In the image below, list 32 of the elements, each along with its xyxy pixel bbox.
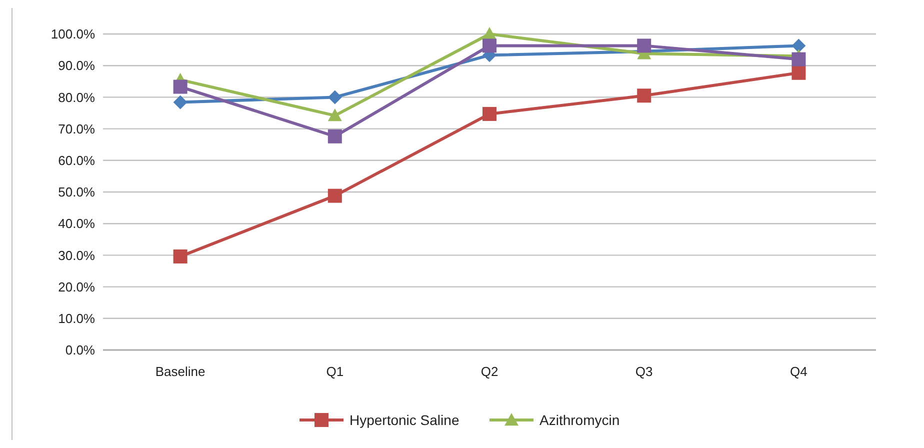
y-tick-label: 70.0% [58,121,96,136]
point [328,188,342,203]
point [482,38,496,53]
point [482,106,496,121]
legend-label: Hypertonic Saline [350,412,460,428]
y-tick-label: 80.0% [58,90,96,105]
x-tick-label: Baseline [155,364,206,379]
y-tick-label: 90.0% [58,58,96,74]
point [792,66,806,80]
point [173,80,188,94]
point [173,95,188,110]
x-tick-label: Q3 [635,364,653,379]
x-tick-label: Q1 [326,364,344,379]
y-tick-label: 40.0% [58,216,96,232]
y-tick-label: 100.0% [50,26,96,42]
y-tick-label: 30.0% [58,248,96,263]
x-tick-label: Q2 [480,364,498,379]
point [328,90,342,104]
y-tick-label: 60.0% [58,152,96,168]
point [792,52,806,66]
y-tick-label: 0.0% [65,342,96,358]
y-tick-label: 10.0% [58,310,96,326]
point [173,249,188,264]
y-tick-label: 20.0% [58,279,96,294]
point [328,108,342,122]
point [637,38,652,53]
point [328,129,342,144]
legend-label: Azithromycin [540,412,620,428]
point [792,38,806,53]
point [637,88,652,103]
x-tick-label: Q4 [790,364,808,379]
y-tick-label: 50.0% [58,184,96,200]
